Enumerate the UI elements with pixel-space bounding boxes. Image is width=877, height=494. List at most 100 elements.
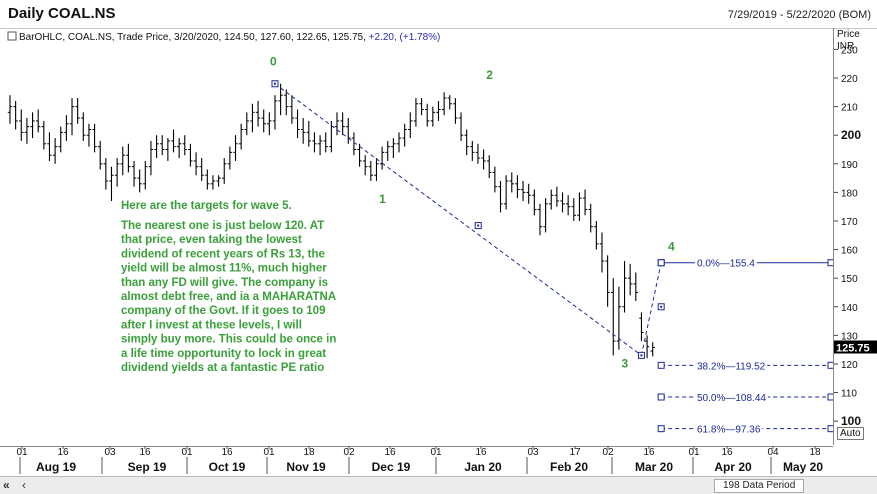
ohlc-bar [199,158,204,181]
ohlc-bar [379,146,385,170]
scroll-left-icon[interactable]: ‹ [22,478,26,492]
series-legend-text: BarOHLC, COAL.NS, Trade Price, 3/20/2020… [19,32,440,43]
y-tick-label: 110 [841,389,857,400]
ohlc-bar [346,118,351,144]
ohlc-bar [436,100,441,121]
ohlc-bar [289,95,295,124]
ohlc-bar [238,123,244,150]
fib-handle [657,393,665,401]
x-month-label: Mar 20 [635,460,673,474]
x-day-label: 01 [688,447,700,458]
ohlc-bar [509,172,514,193]
ohlc-bar [205,169,210,190]
ohlc-bar [81,112,86,141]
ohlc-bar [58,126,63,153]
ohlc-bar [481,149,486,170]
annotation-text: Here are the targets for wave 5. The near… [121,200,336,374]
ohlc-bar [86,123,92,147]
ohlc-bars [7,83,655,359]
x-day-label: 17 [569,447,581,458]
y-tick-label: 100 [841,414,861,428]
x-day-label: 02 [602,447,614,458]
annotation-line: almost debt free, and ia a MAHARATNA [121,291,336,303]
y-tick-label: 200 [841,128,861,142]
ohlc-bar [267,112,272,136]
fib-levels[interactable]: 0.0%—155.4 38.2%—119.52 50.0%—108.44 61.8%—… [657,256,833,436]
ohlc-bar [537,203,543,236]
x-day-label: 01 [263,447,275,458]
ohlc-bar [300,118,306,144]
ohlc-bar [594,220,599,250]
ohlc-bar [622,261,627,313]
y-tick-label: 160 [841,246,858,257]
fib-handle [827,425,833,433]
x-day-label: 18 [303,447,315,458]
fib-handle [657,425,665,433]
annotation-line: dividend of recent years of Rs 13, the [121,248,325,260]
ohlc-bar [470,140,475,161]
y-tick-label: 220 [841,74,858,85]
ohlc-bar [255,100,261,127]
ohlc-bar [210,175,216,190]
ohlc-bar [351,132,357,156]
ohlc-bar [543,198,548,233]
ohlc-bar [120,146,125,176]
wave-label: 2 [486,68,493,82]
ohlc-bar [154,135,159,159]
ohlc-bar [492,166,498,193]
ohlc-bar [334,112,340,136]
ohlc-bar [75,98,80,124]
x-day-label: 16 [57,447,69,458]
ohlc-bar [295,109,300,139]
fib-label: 61.8%—97.36 [697,425,761,436]
trend-handle-dot [477,224,480,227]
price-plot[interactable]: BarOHLC, COAL.NS, Trade Price, 3/20/2020… [0,28,833,445]
ohlc-bar [160,135,165,156]
x-month-label: Apr 20 [714,460,752,474]
ohlc-bar [419,98,424,116]
trend-segment [274,83,642,356]
ohlc-bar [515,175,520,199]
auto-scale-button[interactable]: Auto [837,427,864,440]
fib-level: 61.8%—97.36 [657,422,833,436]
ohlc-bar [526,183,531,204]
status-bar: « ‹ 198 Data Period [0,476,877,494]
ohlc-bar [498,180,503,213]
last-price-marker: 125.75 [834,340,877,355]
annotation-line: Here are the targets for wave 5. [121,200,292,212]
price-axis[interactable]: Price INR 230 220 210 200 190 180 170 160 150 140… [833,28,877,445]
x-day-label: 02 [343,447,355,458]
ohlc-bar [453,98,458,124]
chart-title: Daily COAL.NS [8,5,116,22]
ohlc-bar [565,195,571,216]
price-axis-label: Price [837,29,860,40]
wave-label: 1 [379,192,386,206]
annotation-line: dividend yields at a fantastic PE ratio [121,362,324,374]
ohlc-bar [188,143,193,167]
ohlc-bar [430,106,436,127]
fib-handle [657,361,665,369]
ohlc-bar [7,95,13,124]
x-day-ticks: 01 16 03 16 01 16 01 18 02 16 01 16 03 17 02 16 01 16 04 18 [16,446,821,458]
ohlc-bar [306,120,312,147]
ohlc-bar [644,335,650,359]
trend-handle-dot [660,305,663,308]
fib-handle [827,259,833,267]
ohlc-bar [368,160,374,181]
ohlc-bar [126,143,131,173]
ohlc-bar [272,95,278,130]
ohlc-bar [560,192,565,213]
ohlc-bar [323,132,328,153]
trend-handle-dot [640,354,643,357]
data-period-indicator[interactable]: 198 Data Period [714,479,805,493]
fib-label: 50.0%—108.44 [697,393,766,404]
trend-handle-dot [273,82,276,85]
series-legend: BarOHLC, COAL.NS, Trade Price, 3/20/2020… [7,31,440,43]
ohlc-bar [19,109,24,141]
scroll-left-fast-icon[interactable]: « [3,478,10,492]
y-tick-label: 190 [841,160,858,171]
fib-label-bg [695,390,768,403]
fib-label-bg [695,256,757,269]
ohlc-bar [216,175,221,187]
fib-label: 38.2%—119.52 [697,361,766,372]
